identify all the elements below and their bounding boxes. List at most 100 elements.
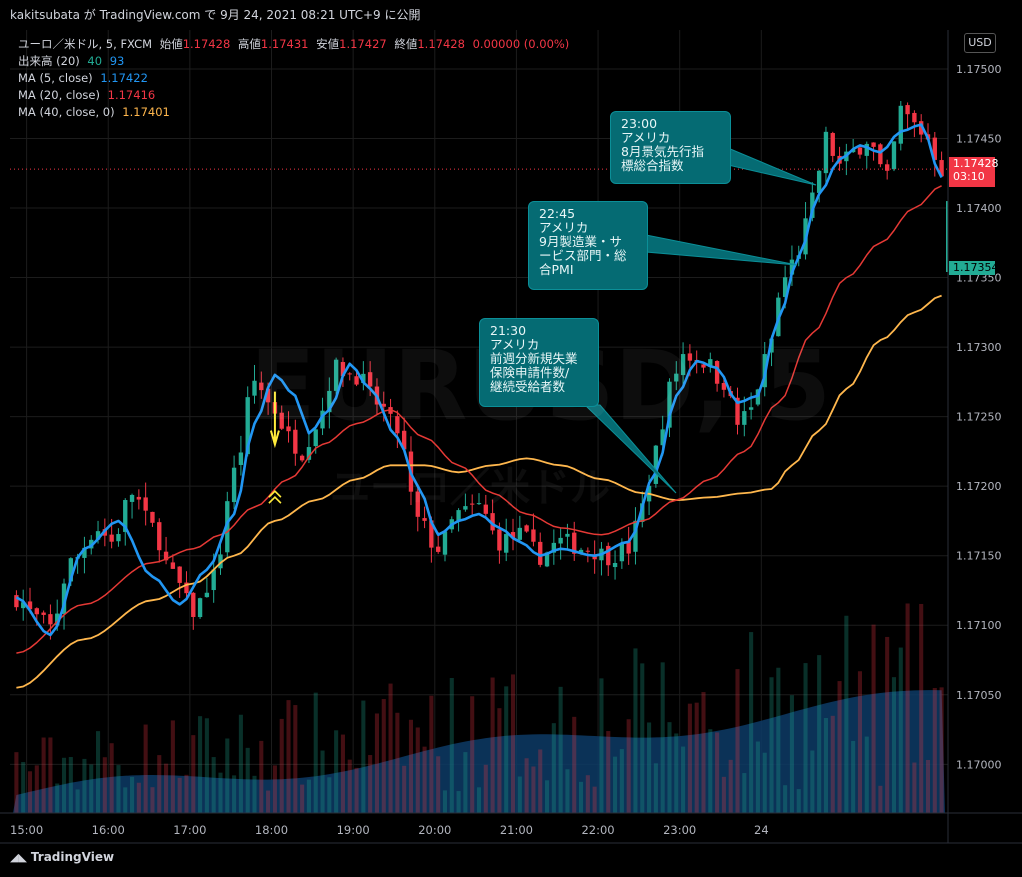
y-tick-label: 1.17050 [956, 689, 1002, 702]
tradingview-brand[interactable]: ◢◣ TradingView [10, 850, 114, 864]
candle-body [395, 416, 400, 434]
volume-bar [538, 749, 543, 813]
candle-body [279, 412, 284, 429]
candle-body [293, 429, 298, 454]
candle-body [82, 547, 87, 558]
low-value: 1.17427 [339, 37, 387, 51]
candle-body [14, 595, 19, 608]
candle-body [633, 520, 638, 552]
candle-body [504, 534, 509, 553]
volume-bar [415, 727, 420, 813]
callout-line: ービス部門・総 [539, 248, 627, 263]
volume-bar [864, 736, 869, 813]
volume-bar [61, 757, 67, 813]
candle-body [708, 359, 713, 367]
down-arrow-marker [269, 391, 280, 449]
ma20-legend[interactable]: MA (20, close) 1.17416 [18, 87, 159, 103]
candle-body [871, 142, 876, 147]
volume-bar [436, 756, 441, 813]
volume-bar [823, 717, 828, 813]
volume-bar [75, 789, 80, 813]
candle-body [483, 504, 488, 514]
candle-body [531, 529, 536, 542]
current-price-tag: 1.17428 03:10 [949, 157, 999, 187]
candle-body [490, 513, 495, 531]
ma40-label: MA (40, close, 0) [18, 105, 115, 119]
volume-bar [517, 776, 522, 813]
candle-body [211, 569, 216, 591]
candle-body [680, 354, 686, 376]
volume-value: 40 [87, 54, 103, 68]
candle-body [354, 376, 359, 385]
x-tick-label: 23:00 [663, 823, 696, 837]
green-price-tag: 1.17354 [949, 261, 999, 275]
volume-bar [932, 688, 937, 813]
callout-2130[interactable]: 21:30 アメリカ 前週分新規失業 保険申請件数/ 継続受給者数 [479, 318, 599, 407]
candle-body [265, 388, 271, 403]
volume-bar [279, 718, 284, 813]
volume-bar [34, 765, 39, 813]
y-tick-label: 1.17500 [956, 63, 1002, 76]
candle-body [606, 545, 611, 566]
candle-body [714, 361, 720, 384]
volume-bar [449, 677, 454, 813]
currency-button[interactable]: USD [964, 33, 996, 53]
candle-body [367, 372, 373, 387]
y-tick-label: 1.17300 [956, 341, 1002, 354]
volume-bar [340, 734, 345, 813]
y-tick-label: 1.17200 [956, 480, 1002, 493]
candle-body [510, 532, 516, 539]
candle-body [48, 614, 53, 625]
candle-body [415, 491, 420, 517]
candle-body [170, 562, 176, 569]
x-tick-label: 16:00 [92, 823, 125, 837]
candle-body [823, 131, 829, 174]
candle-body [157, 522, 162, 551]
volume-bar [558, 686, 563, 813]
volume-bar [871, 624, 876, 813]
candle-body [320, 410, 325, 429]
volume-bar [347, 759, 352, 813]
volume-bar [21, 762, 26, 813]
candle-body [864, 143, 869, 156]
candle-body [463, 506, 468, 510]
volume-bar [606, 731, 611, 813]
volume-bar [232, 775, 237, 813]
callout-2245[interactable]: 22:45 アメリカ 9月製造業・サ ービス部門・総 合PMI [528, 201, 648, 290]
ma5-legend[interactable]: MA (5, close) 1.17422 [18, 70, 152, 86]
callout-country: アメリカ [621, 130, 671, 145]
callout-line: 保険申請件数/ [490, 365, 570, 380]
volume-bar [735, 669, 740, 813]
x-tick-label: 17:00 [173, 823, 206, 837]
candle-body [436, 546, 441, 552]
volume-bar [851, 740, 856, 813]
volume-bar [442, 790, 448, 813]
candle-body [857, 147, 863, 155]
volume-legend[interactable]: 出来高 (20) 40 93 [18, 53, 128, 69]
volume-bar [374, 713, 379, 813]
candle-body [340, 362, 346, 377]
volume-bar [102, 757, 107, 813]
y-tick-label: 1.17000 [956, 758, 1002, 771]
open-value: 1.17428 [182, 37, 231, 51]
candle-body [109, 534, 114, 542]
candle-body [578, 549, 584, 554]
volume-bar [776, 667, 781, 813]
volume-bar [810, 750, 815, 813]
callout-2300[interactable]: 23:00 アメリカ 8月景気先行指 標総合指数 [610, 111, 731, 184]
volume-bar [306, 779, 311, 813]
volume-bar [41, 737, 46, 813]
x-tick-label: 22:00 [581, 823, 614, 837]
symbol-label[interactable]: ユーロ／米ドル, 5, FXCM [18, 37, 153, 51]
volume-bar [789, 695, 794, 813]
volume-bar [198, 716, 203, 813]
x-tick-label: 21:00 [500, 823, 533, 837]
volume-bar [191, 735, 196, 813]
callout-line: 前週分新規失業 [490, 351, 578, 366]
volume-bar [613, 756, 618, 813]
candle-body [551, 542, 557, 553]
candle-body [898, 105, 903, 144]
ma40-legend[interactable]: MA (40, close, 0) 1.17401 [18, 104, 174, 120]
volume-bar [510, 674, 516, 813]
